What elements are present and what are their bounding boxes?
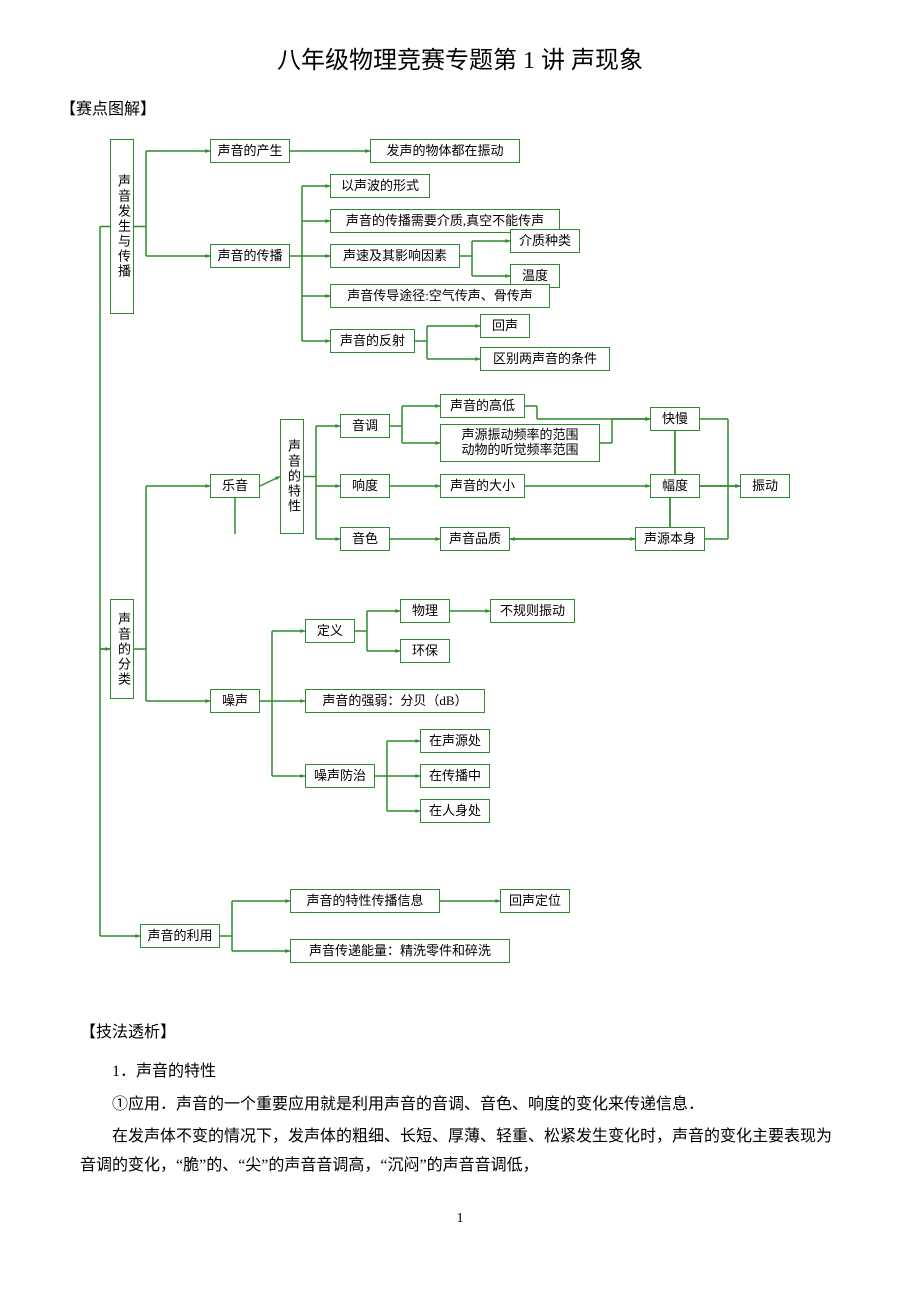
node-n6a: 介质种类 bbox=[510, 229, 580, 253]
node-n10: 音调 bbox=[340, 414, 390, 438]
node-n14b: 不规则振动 bbox=[490, 599, 575, 623]
node-n12b: 声源本身 bbox=[635, 527, 705, 551]
node-n8: 声音的反射 bbox=[330, 329, 415, 353]
node-n10b: 声源振动频率的范围动物的听觉频率范围 bbox=[440, 424, 600, 462]
node-n9: 乐音 bbox=[210, 474, 260, 498]
node-n11a: 声音的大小 bbox=[440, 474, 525, 498]
node-n14a: 物理 bbox=[400, 599, 450, 623]
section-header-2: 【技法透析】 bbox=[80, 1019, 840, 1048]
para-2: 在发声体不变的情况下，发声体的粗细、长短、厚薄、轻重、松紧发生变化时，声音的变化… bbox=[80, 1123, 840, 1181]
node-n4: 以声波的形式 bbox=[330, 174, 430, 198]
node-n10a: 声音的高低 bbox=[440, 394, 525, 418]
node-n11b: 幅度 bbox=[650, 474, 700, 498]
node-n8a: 回声 bbox=[480, 314, 530, 338]
node-n10c: 快慢 bbox=[650, 407, 700, 431]
page-number: 1 bbox=[60, 1211, 860, 1227]
page-title: 八年级物理竞赛专题第 1 讲 声现象 bbox=[60, 40, 860, 75]
node-n14: 定义 bbox=[305, 619, 355, 643]
node-n11: 响度 bbox=[340, 474, 390, 498]
para-heading: 1．声音的特性 bbox=[80, 1058, 840, 1087]
node-n8b: 区别两声音的条件 bbox=[480, 347, 610, 371]
node-n16a: 在声源处 bbox=[420, 729, 490, 753]
node-n17a: 回声定位 bbox=[500, 889, 570, 913]
para-1: ①应用．声音的一个重要应用就是利用声音的音调、音色、响度的变化来传递信息． bbox=[80, 1091, 840, 1120]
node-n13: 噪声 bbox=[210, 689, 260, 713]
node-root1: 声音发生与传播 bbox=[110, 139, 134, 314]
section-header-1: 【赛点图解】 bbox=[60, 95, 860, 119]
node-n16: 噪声防治 bbox=[305, 764, 375, 788]
node-n3: 声音的传播 bbox=[210, 244, 290, 268]
node-n14c: 环保 bbox=[400, 639, 450, 663]
node-n1: 声音的产生 bbox=[210, 139, 290, 163]
node-n7: 声音传导途径:空气传声、骨传声 bbox=[330, 284, 550, 308]
node-n17: 声音的特性传播信息 bbox=[290, 889, 440, 913]
node-root2: 声音的分类 bbox=[110, 599, 134, 699]
body-text: 【技法透析】 1．声音的特性 ①应用．声音的一个重要应用就是利用声音的音调、音色… bbox=[80, 1019, 840, 1181]
node-n6: 声速及其影响因素 bbox=[330, 244, 460, 268]
node-n2: 发声的物体都在振动 bbox=[370, 139, 520, 163]
node-n12a: 声音品质 bbox=[440, 527, 510, 551]
node-n9v: 声音的特性 bbox=[280, 419, 304, 534]
node-n16c: 在人身处 bbox=[420, 799, 490, 823]
concept-diagram: 声音发生与传播声音的分类声音的利用 声音的产生 发声的物体都在振动声音的传播 以声波的… bbox=[80, 129, 840, 989]
node-n16b: 在传播中 bbox=[420, 764, 490, 788]
node-n15: 声音的强弱：分贝（dB） bbox=[305, 689, 485, 713]
node-n18: 声音传递能量：精洗零件和碎洗 bbox=[290, 939, 510, 963]
node-n12: 音色 bbox=[340, 527, 390, 551]
node-root3: 声音的利用 bbox=[140, 924, 220, 948]
node-n11c: 振动 bbox=[740, 474, 790, 498]
